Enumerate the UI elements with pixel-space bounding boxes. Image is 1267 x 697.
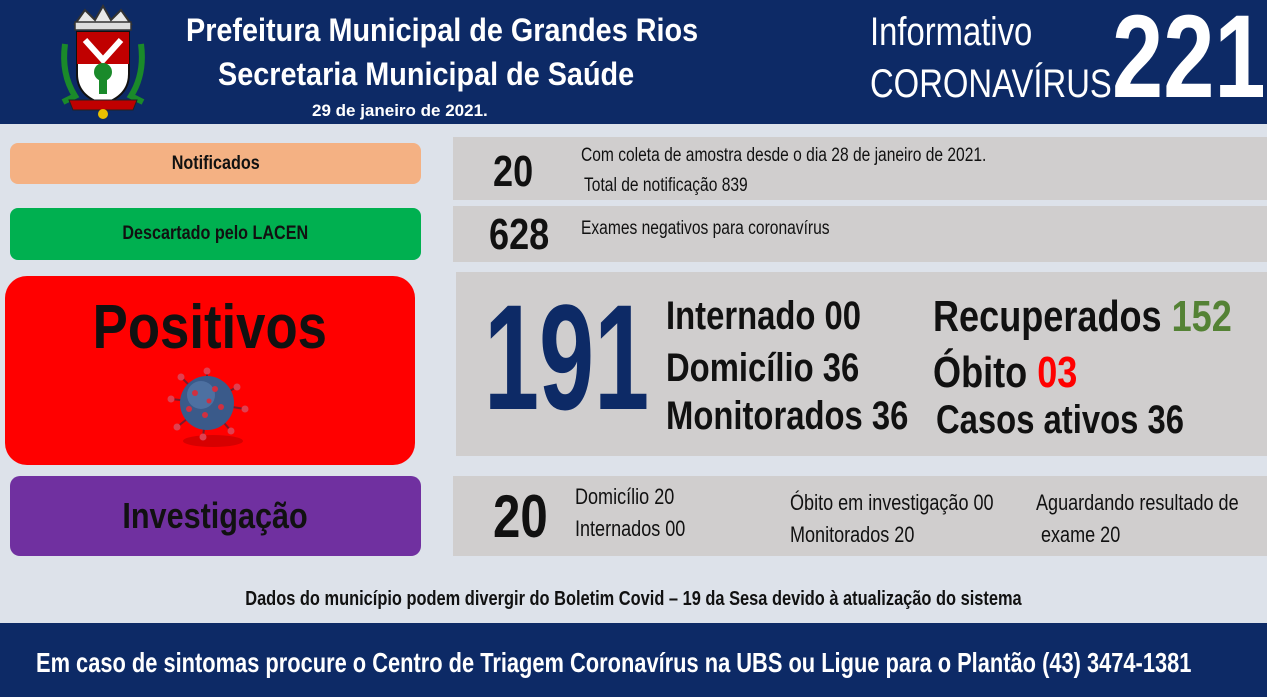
internado-stat: Internado 00 [666,294,861,339]
header-title-secretaria: Secretaria Municipal de Saúde [218,56,635,92]
header-informativo: Informativo [870,10,1033,54]
bulletin-number: 221 [1112,0,1266,123]
investigacao-obito: Óbito em investigação 00 [790,490,994,515]
descartados-note: Exames negativos para coronavírus [581,218,830,239]
monitorados-value: 36 [871,394,909,438]
descartados-panel: 628 Exames negativos para coronavírus [453,206,1267,262]
internado-label: Internado [666,294,816,338]
notificados-label-box: Notificados [10,143,421,184]
disclaimer: Dados do município podem divergir do Bol… [0,588,1267,611]
internado-value: 00 [824,294,862,338]
investigacao-label: Investigação [122,495,309,536]
obito-stat: Óbito 03 [933,348,1077,398]
descartados-count: 628 [489,210,550,259]
obito-label: Óbito [933,348,1028,397]
footer-banner: Em caso de sintomas procure o Centro de … [0,623,1267,697]
positivos-count: 191 [484,273,650,441]
investigacao-domicilio: Domicílio 20 [575,484,675,509]
notificados-panel: 20 Com coleta de amostra desde o dia 28 … [453,137,1267,200]
header-coronavirus: CORONAVÍRUS [870,62,1112,106]
positivos-label-box: Positivos [5,276,415,465]
header-banner: Prefeitura Municipal de Grandes Rios Sec… [0,0,1267,124]
domicilio-stat: Domicílio 36 [666,346,859,391]
investigacao-monitorados: Monitorados 20 [790,522,915,547]
municipal-coat-of-arms-icon [61,4,145,119]
investigacao-panel: 20 Domicílio 20 Internados 00 Óbito em i… [453,476,1267,556]
recuperados-stat: Recuperados 152 [933,292,1232,342]
casos-ativos-label: Casos ativos [936,398,1139,442]
positivos-label: Positivos [92,293,328,362]
investigacao-aguardando-line1: Aguardando resultado de [1036,490,1239,515]
header-date: 29 de janeiro de 2021. [312,101,488,120]
casos-ativos-value: 36 [1147,398,1184,442]
notificados-note-line1: Com coleta de amostra desde o dia 28 de … [581,145,987,166]
notificados-note-line2: Total de notificação 839 [584,175,748,196]
recuperados-label: Recuperados [933,292,1162,341]
investigacao-label-box: Investigação [10,476,421,556]
casos-ativos-stat: Casos ativos 36 [936,398,1184,443]
monitorados-label: Monitorados [666,394,863,438]
header-title-prefeitura: Prefeitura Municipal de Grandes Rios [186,12,699,48]
obito-value: 03 [1037,348,1078,397]
investigacao-aguardando-line2: exame 20 [1041,522,1121,547]
disclaimer-text: Dados do município podem divergir do Bol… [245,588,1022,610]
descartados-label: Descartado pelo LACEN [122,223,309,244]
coronavirus-icon [167,367,249,447]
domicilio-value: 36 [822,346,860,390]
investigacao-internados: Internados 00 [575,516,686,541]
domicilio-label: Domicílio [666,346,814,390]
footer-text: Em caso de sintomas procure o Centro de … [36,647,1192,678]
positivos-panel: 191 Internado 00 Domicílio 36 Monitorado… [456,272,1267,456]
monitorados-stat: Monitorados 36 [666,394,908,439]
notificados-label: Notificados [171,152,260,174]
descartados-label-box: Descartado pelo LACEN [10,208,421,260]
recuperados-value: 152 [1171,292,1232,341]
notificados-count: 20 [493,147,534,196]
investigacao-count: 20 [493,483,548,550]
